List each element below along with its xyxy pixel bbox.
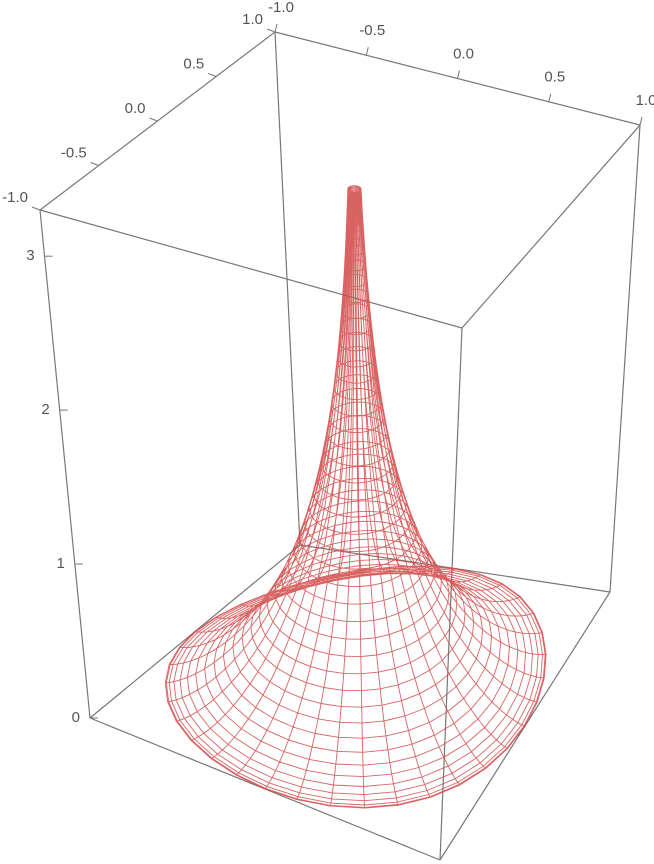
x-tick [31, 206, 41, 211]
z-tick-label: 1 [57, 555, 65, 572]
y-tick [548, 93, 552, 102]
box-edge [609, 124, 641, 593]
x-tick-label: 0.5 [183, 55, 204, 72]
y-tick [639, 116, 643, 126]
box-edge [39, 209, 91, 719]
x-tick-label: 0.0 [125, 100, 146, 117]
y-tick-label: -1.0 [268, 0, 294, 16]
y-tick [274, 23, 278, 33]
z-tick-label: 3 [26, 247, 34, 264]
x-tick [266, 28, 276, 33]
z-tick-label: 2 [41, 401, 49, 418]
x-tick-label: -1.0 [2, 189, 28, 206]
y-tick [365, 47, 369, 56]
x-tick [149, 117, 158, 122]
z-tick-label: 0 [72, 709, 80, 726]
y-tick-label: -0.5 [359, 22, 385, 39]
y-tick-label: 0.0 [453, 45, 474, 62]
x-tick [90, 162, 99, 166]
y-tick-label: 0.5 [544, 69, 565, 86]
surface [164, 185, 547, 809]
y-tick-label: 1.0 [636, 92, 654, 109]
y-tick [457, 70, 460, 79]
x-tick-label: -0.5 [61, 144, 87, 161]
box-edge [39, 209, 463, 329]
x-tick [208, 73, 217, 77]
box-edge [274, 31, 301, 546]
x-tick-label: 1.0 [242, 11, 263, 28]
box-edge [461, 124, 641, 329]
box-edge [439, 327, 463, 861]
